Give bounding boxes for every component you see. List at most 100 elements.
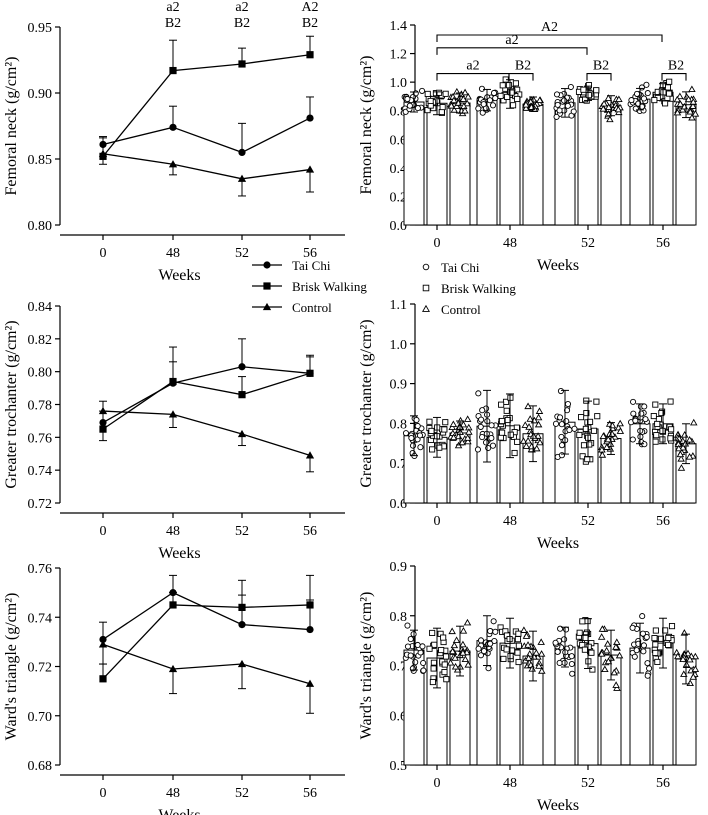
individual-point-triangle	[600, 99, 608, 107]
y-axis-title: Femoral neck (g/cm²)	[3, 57, 20, 196]
data-point-square	[169, 601, 177, 609]
data-point-circle	[238, 363, 246, 371]
individual-point-triangle	[677, 454, 685, 462]
individual-point-square	[429, 446, 436, 453]
individual-point-circle	[489, 442, 497, 449]
significance-label: a2	[466, 59, 479, 74]
series-circle	[401, 81, 651, 226]
individual-point-triangle	[464, 660, 472, 668]
significance-label: a2	[235, 0, 248, 15]
individual-point-circle	[643, 81, 650, 88]
x-tick-label: 0	[434, 776, 441, 791]
legend-label: Control	[292, 300, 332, 315]
x-tick-label: 48	[503, 776, 517, 791]
individual-point-circle	[406, 102, 413, 109]
individual-point-triangle	[685, 453, 694, 460]
data-point-triangle	[305, 679, 315, 687]
data-point-triangle	[98, 406, 108, 415]
y-tick-label: 1.0	[390, 76, 408, 91]
individual-point-square	[662, 100, 669, 107]
individual-point-circle	[553, 91, 561, 98]
individual-point-triangle	[689, 418, 698, 426]
individual-point-triangle	[672, 648, 681, 656]
individual-point-square	[668, 623, 676, 630]
individual-point-square	[426, 645, 433, 652]
individual-point-square	[426, 418, 433, 425]
individual-point-circle	[419, 643, 426, 650]
individual-point-triangle	[535, 96, 544, 104]
individual-point-circle	[639, 613, 646, 620]
y-tick-label: 0.9	[390, 378, 408, 393]
x-tick-label: 0	[434, 514, 441, 529]
individual-point-triangle	[538, 667, 546, 674]
data-point-square	[306, 369, 314, 377]
individual-point-square	[503, 646, 510, 653]
individual-point-square	[581, 646, 588, 653]
data-point-circle	[306, 114, 314, 122]
individual-point-circle	[630, 410, 637, 417]
x-tick-label: 56	[656, 776, 670, 791]
individual-point-square	[665, 641, 672, 648]
y-axis-title: Femoral neck (g/cm²)	[358, 56, 375, 195]
individual-point-circle	[419, 87, 426, 94]
y-tick-label: 0.95	[28, 21, 53, 36]
individual-point-circle	[404, 643, 411, 650]
individual-point-square	[651, 635, 658, 642]
individual-point-circle	[490, 89, 498, 97]
y-tick-label: 0.0	[390, 219, 408, 234]
significance-bracket	[508, 73, 534, 81]
individual-point-circle	[477, 637, 485, 644]
significance-label: a2	[166, 0, 179, 15]
data-point-triangle	[305, 165, 315, 173]
individual-point-triangle	[448, 627, 456, 635]
individual-point-circle	[412, 659, 419, 666]
individual-point-triangle	[677, 464, 686, 471]
individual-point-triangle	[459, 627, 468, 634]
individual-point-triangle	[603, 640, 612, 647]
individual-point-square	[582, 634, 589, 642]
individual-point-circle	[491, 637, 498, 645]
individual-point-square	[499, 429, 506, 436]
data-point-square	[238, 603, 246, 611]
individual-point-circle	[644, 660, 651, 667]
individual-point-circle	[414, 422, 421, 430]
individual-point-triangle	[449, 433, 458, 441]
individual-point-triangle	[604, 110, 613, 117]
series-line	[102, 410, 311, 457]
individual-point-circle	[630, 398, 637, 405]
individual-point-square	[441, 661, 448, 668]
y-tick-label: 1.0	[390, 338, 408, 353]
bar	[652, 91, 674, 226]
y-tick-label: 0.8	[390, 417, 408, 432]
individual-point-triangle	[598, 625, 607, 632]
series-line	[102, 117, 311, 154]
series-line	[102, 54, 311, 157]
individual-point-square	[514, 95, 521, 103]
individual-point-square	[586, 441, 593, 448]
legend-marker-square	[263, 282, 271, 290]
individual-point-square	[442, 653, 450, 660]
individual-point-square	[658, 409, 665, 417]
series-line	[102, 643, 311, 685]
x-tick-label: 56	[303, 786, 317, 801]
x-tick-label: 0	[100, 786, 107, 801]
significance-bracket	[436, 47, 588, 55]
individual-point-triangle	[461, 655, 470, 663]
individual-point-circle	[420, 659, 427, 667]
individual-point-triangle	[686, 107, 695, 115]
individual-point-square	[650, 413, 657, 420]
individual-point-circle	[641, 441, 648, 448]
individual-point-square	[652, 401, 659, 408]
individual-point-circle	[640, 648, 647, 655]
individual-point-square	[424, 90, 431, 97]
individual-point-triangle	[461, 106, 469, 114]
bar	[499, 93, 521, 226]
individual-point-square	[511, 449, 518, 457]
data-point-triangle	[98, 640, 108, 648]
significance-label: A2	[301, 0, 318, 15]
individual-point-triangle	[460, 102, 468, 109]
individual-point-square	[585, 92, 592, 99]
individual-point-triangle	[447, 101, 456, 109]
individual-point-square	[507, 431, 514, 438]
individual-point-circle	[492, 95, 499, 102]
